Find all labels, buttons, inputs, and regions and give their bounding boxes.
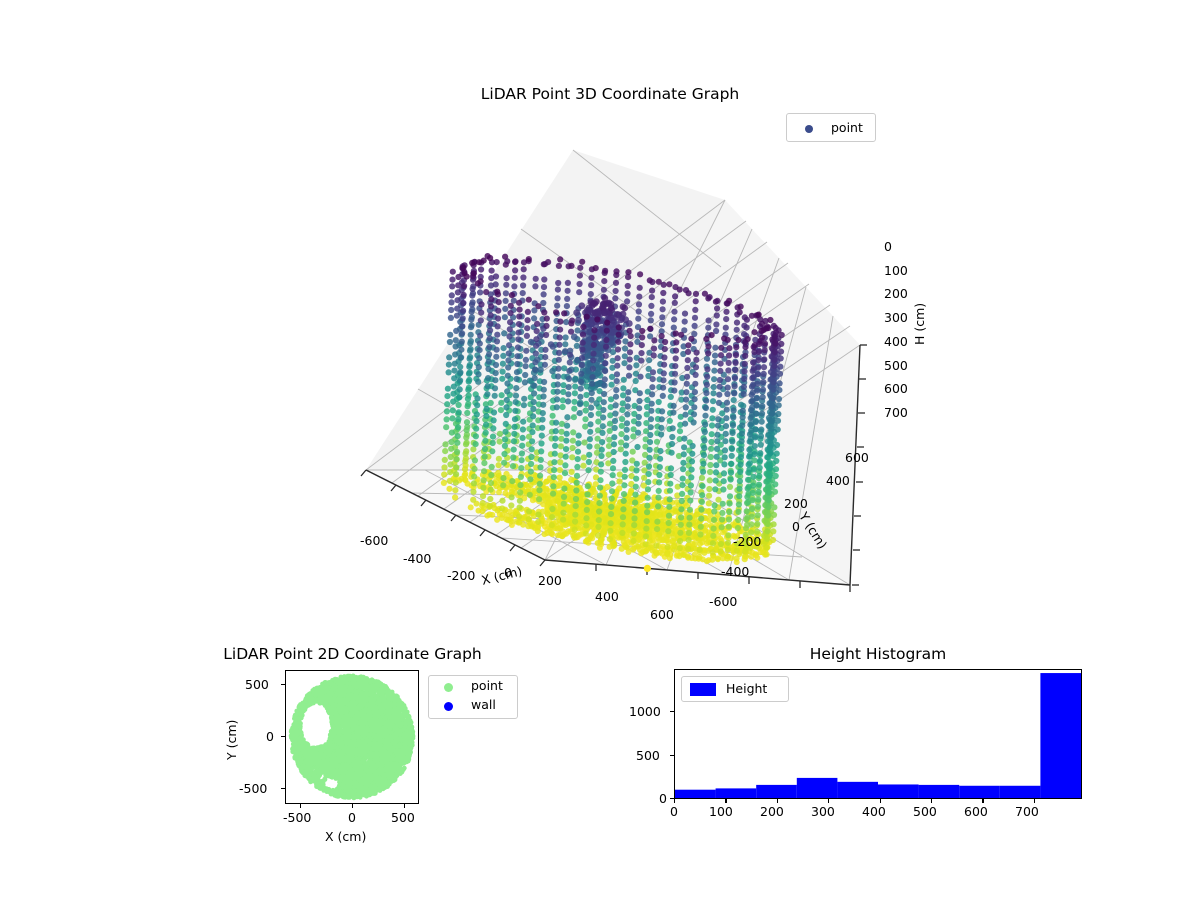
h3d-axis-label: H (cm) <box>912 302 927 345</box>
x3d-tick-400: 400 <box>595 589 619 604</box>
panel-3d-title: LiDAR Point 3D Coordinate Graph <box>480 85 740 103</box>
xhist-tickmark-0 <box>674 799 676 803</box>
histogram-bars <box>675 673 1081 798</box>
yhist-tick-0: 0 <box>659 791 667 806</box>
x3d-tick--600: -600 <box>360 533 389 548</box>
xhist-tickmark-600 <box>982 799 984 803</box>
h3d-tick-400: 400 <box>884 334 908 349</box>
xhist-tickmark-400 <box>879 799 881 803</box>
xhist-tick-200: 200 <box>760 804 784 819</box>
y3d-tick--600: -600 <box>709 594 738 609</box>
yhist-tick-1000: 1000 <box>629 704 661 719</box>
legend-histogram-patch-icon <box>690 683 716 696</box>
xhist-tick-300: 300 <box>811 804 835 819</box>
legend-3d-point-label: point <box>831 120 863 135</box>
xhist-tick-700: 700 <box>1015 804 1039 819</box>
y3d-tick-0: 0 <box>792 519 800 534</box>
y3d-tick-200: 200 <box>784 496 808 511</box>
lidar-2d-svg <box>288 673 416 801</box>
legend-2d-item-wall[interactable]: wall <box>429 697 517 717</box>
height-histogram-axes[interactable] <box>674 669 1082 799</box>
legend-2d-point-marker-icon <box>444 683 453 692</box>
legend-3d-point-marker-icon <box>805 125 813 133</box>
xhist-tickmark-200 <box>776 799 778 803</box>
x3d-tick--200: -200 <box>447 568 476 583</box>
x2d-axis-label: X (cm) <box>325 829 367 844</box>
y3d-tick--400: -400 <box>721 564 750 579</box>
yhist-tickmark-1000 <box>670 711 674 713</box>
x2d-tick-0: 0 <box>348 810 356 825</box>
xhist-tick-400: 400 <box>862 804 886 819</box>
legend-2d-point-label: point <box>471 678 503 693</box>
height-histogram-svg <box>675 673 1081 798</box>
lidar-2d-axes[interactable] <box>285 670 419 804</box>
legend-3d[interactable]: point <box>786 113 876 142</box>
legend-2d-wall-label: wall <box>471 697 496 712</box>
y3d-tick-600: 600 <box>845 450 869 465</box>
lidar-3d-svg <box>360 149 867 592</box>
h3d-tick-100: 100 <box>884 263 908 278</box>
panel-2d-title: LiDAR Point 2D Coordinate Graph <box>223 645 482 663</box>
y2d-tickmark-500 <box>281 684 285 686</box>
h3d-tick-300: 300 <box>884 310 908 325</box>
h3d-tick-600: 600 <box>884 381 908 396</box>
x3d-tick-0: 0 <box>504 565 512 580</box>
h3d-tick-0: 0 <box>884 239 892 254</box>
y2d-tick--500: -500 <box>239 781 268 796</box>
x3d-tick--400: -400 <box>403 551 432 566</box>
h3d-tick-500: 500 <box>884 358 908 373</box>
x3d-tick-200: 200 <box>538 573 562 588</box>
y2d-tickmark--500 <box>281 788 285 790</box>
x2d-tick-500: 500 <box>391 810 415 825</box>
yhist-tick-500: 500 <box>636 748 660 763</box>
x3d-tick-600: 600 <box>650 607 674 622</box>
lidar-3d-axes[interactable] <box>330 140 890 640</box>
h3d-tick-200: 200 <box>884 286 908 301</box>
y2d-tick-0: 0 <box>266 729 274 744</box>
y2d-axis-label: Y (cm) <box>224 719 239 760</box>
xhist-tick-600: 600 <box>964 804 988 819</box>
x2d-tickmark-500 <box>404 804 406 808</box>
xhist-tick-100: 100 <box>709 804 733 819</box>
x2d-tick--500: -500 <box>283 810 312 825</box>
xhist-tickmark-100 <box>725 799 727 803</box>
legend-histogram-label: Height <box>726 681 768 696</box>
panel-hist-title: Height Histogram <box>809 645 947 663</box>
xhist-tickmark-700 <box>1033 799 1035 803</box>
h3d-tick-700: 700 <box>884 405 908 420</box>
xhist-tick-0: 0 <box>670 804 678 819</box>
xhist-tickmark-500 <box>931 799 933 803</box>
xhist-tickmark-300 <box>828 799 830 803</box>
y2d-tickmark-0 <box>281 736 285 738</box>
lidar-2d-point-cloud <box>288 673 416 801</box>
legend-2d[interactable]: point wall <box>428 675 518 719</box>
legend-histogram[interactable]: Height <box>681 676 789 702</box>
yhist-tickmark-500 <box>670 755 674 757</box>
x2d-tickmark-0 <box>352 804 354 808</box>
y3d-tick-400: 400 <box>826 473 850 488</box>
y2d-tick-500: 500 <box>245 677 269 692</box>
xhist-tick-500: 500 <box>913 804 937 819</box>
x2d-tickmark--500 <box>300 804 302 808</box>
legend-2d-wall-marker-icon <box>444 702 453 711</box>
yhist-tickmark-0 <box>670 798 674 800</box>
y3d-tick--200: -200 <box>733 534 762 549</box>
legend-2d-item-point[interactable]: point <box>429 678 517 698</box>
lidar-3d-point-cloud <box>440 253 785 572</box>
